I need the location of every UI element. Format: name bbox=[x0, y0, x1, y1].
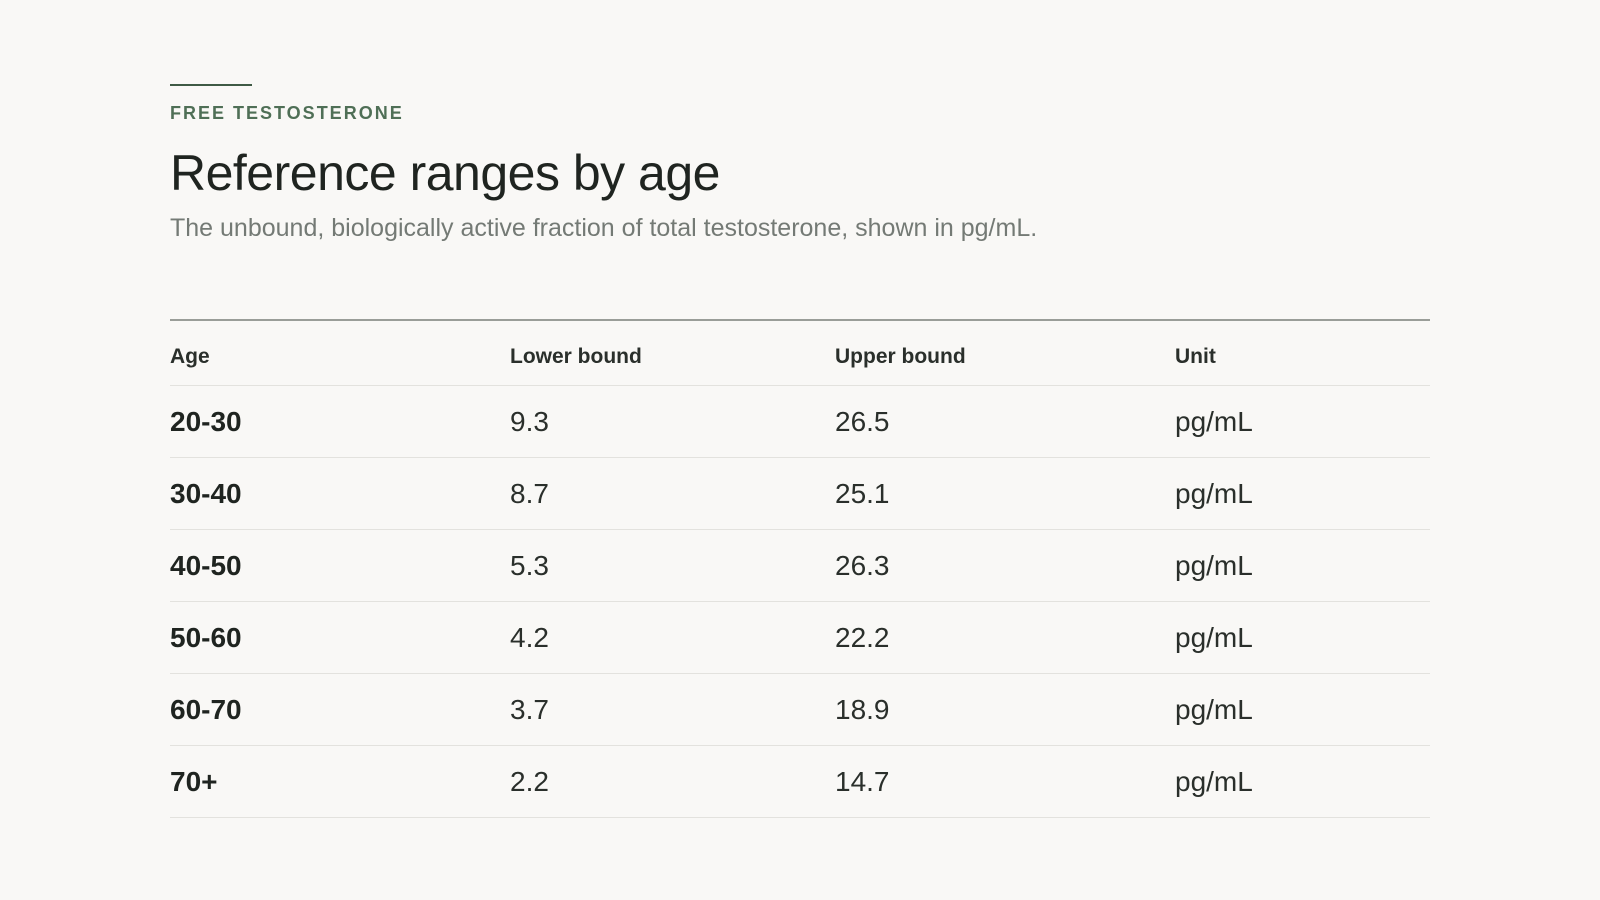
column-header-unit: Unit bbox=[1175, 345, 1216, 368]
unit-cell: pg/mL bbox=[1175, 405, 1253, 437]
table-row: 20-30 9.3 26.5 pg/mL bbox=[170, 386, 1430, 458]
age-cell: 30-40 bbox=[170, 477, 242, 509]
lower-bound-cell: 3.7 bbox=[510, 693, 549, 725]
unit-cell: pg/mL bbox=[1175, 477, 1253, 509]
age-cell: 70+ bbox=[170, 765, 218, 797]
eyebrow-label: FREE TESTOSTERONE bbox=[170, 103, 404, 123]
reference-table: Age Lower bound Upper bound Unit 20-30 9… bbox=[170, 319, 1430, 818]
lower-bound-cell: 5.3 bbox=[510, 549, 549, 581]
age-cell: 40-50 bbox=[170, 549, 242, 581]
upper-bound-cell: 25.1 bbox=[835, 477, 890, 509]
content: FREE TESTOSTERONE Reference ranges by ag… bbox=[170, 84, 1430, 818]
table-row: 40-50 5.3 26.3 pg/mL bbox=[170, 530, 1430, 602]
table-row: 70+ 2.2 14.7 pg/mL bbox=[170, 746, 1430, 818]
upper-bound-cell: 14.7 bbox=[835, 765, 890, 797]
table-header-row: Age Lower bound Upper bound Unit bbox=[170, 321, 1430, 386]
age-cell: 20-30 bbox=[170, 405, 242, 437]
column-header-upper-bound: Upper bound bbox=[835, 345, 966, 368]
upper-bound-cell: 26.3 bbox=[835, 549, 890, 581]
eyebrow-rule bbox=[170, 84, 252, 86]
upper-bound-cell: 26.5 bbox=[835, 405, 890, 437]
unit-cell: pg/mL bbox=[1175, 765, 1253, 797]
table-row: 50-60 4.2 22.2 pg/mL bbox=[170, 602, 1430, 674]
table-row: 30-40 8.7 25.1 pg/mL bbox=[170, 458, 1430, 530]
page-subtitle: The unbound, biologically active fractio… bbox=[170, 214, 1038, 242]
lower-bound-cell: 2.2 bbox=[510, 765, 549, 797]
column-header-lower-bound: Lower bound bbox=[510, 345, 642, 368]
page-title: Reference ranges by age bbox=[170, 145, 720, 201]
upper-bound-cell: 22.2 bbox=[835, 621, 890, 653]
column-header-age: Age bbox=[170, 345, 210, 368]
unit-cell: pg/mL bbox=[1175, 693, 1253, 725]
age-cell: 60-70 bbox=[170, 693, 242, 725]
upper-bound-cell: 18.9 bbox=[835, 693, 890, 725]
age-cell: 50-60 bbox=[170, 621, 242, 653]
lower-bound-cell: 8.7 bbox=[510, 477, 549, 509]
lower-bound-cell: 9.3 bbox=[510, 405, 549, 437]
lower-bound-cell: 4.2 bbox=[510, 621, 549, 653]
unit-cell: pg/mL bbox=[1175, 621, 1253, 653]
unit-cell: pg/mL bbox=[1175, 549, 1253, 581]
table-row: 60-70 3.7 18.9 pg/mL bbox=[170, 674, 1430, 746]
